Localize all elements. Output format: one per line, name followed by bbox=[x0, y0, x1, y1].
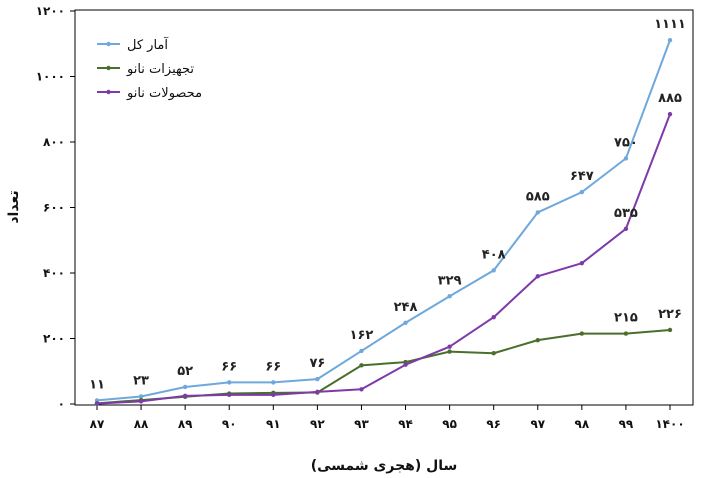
x-tick-label: ۱۴۰۰ bbox=[655, 417, 684, 431]
data-label: ۱۱۱۱ bbox=[654, 17, 686, 32]
legend-marker bbox=[106, 65, 111, 71]
x-tick-label: ۸۷ bbox=[90, 417, 105, 431]
y-axis: ۰ ۲۰۰ ۴۰۰ ۶۰۰ ۸۰۰ ۱۰۰۰ ۱۲۰۰ bbox=[36, 4, 75, 411]
data-point bbox=[227, 392, 232, 398]
data-point bbox=[138, 399, 144, 404]
data-label: ۵۳۵ bbox=[614, 206, 638, 221]
legend-marker bbox=[106, 41, 111, 47]
data-point bbox=[623, 226, 629, 231]
data-point bbox=[403, 320, 408, 325]
data-point bbox=[491, 268, 496, 273]
data-point bbox=[667, 111, 673, 117]
data-label: ۷۵۰ bbox=[614, 135, 638, 150]
x-tick-label: ۹۱ bbox=[266, 417, 281, 431]
x-tick-label: ۹۲ bbox=[310, 417, 325, 431]
data-point bbox=[667, 327, 673, 333]
data-label: ۷۶ bbox=[309, 356, 325, 371]
data-point bbox=[579, 331, 585, 336]
series-2 bbox=[94, 111, 673, 406]
x-tick-label: ۹۳ bbox=[354, 417, 369, 431]
x-tick-label: ۹۹ bbox=[619, 417, 634, 431]
data-point bbox=[491, 315, 496, 320]
series-layer bbox=[94, 37, 673, 406]
x-tick-label: ۸۹ bbox=[178, 417, 193, 431]
data-labels: ۱۱ ۲۳ ۵۲ ۶۶ ۶۶ ۷۶ ۱۶۲ ۲۴۸ ۳۲۹ ۴۰۸ ۵۸۵ ۶۴۷ ۷۵۰ ۱۱۱۱ ۵۳۵… bbox=[89, 17, 686, 392]
data-point bbox=[491, 351, 496, 356]
data-label: ۲۳ bbox=[133, 373, 149, 388]
data-point bbox=[623, 156, 629, 161]
y-tick-label: ۸۰۰ bbox=[43, 135, 65, 149]
data-label: ۵۸۵ bbox=[526, 189, 550, 204]
data-label: ۶۴۷ bbox=[570, 169, 594, 184]
y-tick-label: ۲۰۰ bbox=[43, 332, 65, 346]
data-point bbox=[447, 344, 452, 349]
x-tick-label: ۸۸ bbox=[134, 417, 149, 431]
legend: آمار کل تجهیزات نانو محصولات نانو bbox=[97, 36, 202, 101]
series-line bbox=[96, 39, 671, 402]
data-point bbox=[271, 380, 276, 385]
legend-label: آمار کل bbox=[127, 36, 169, 53]
x-tick-label: ۹۷ bbox=[530, 417, 545, 431]
data-point bbox=[623, 331, 629, 336]
y-tick-label: ۶۰۰ bbox=[43, 201, 65, 215]
y-axis-title: تعداد bbox=[6, 190, 22, 223]
data-point bbox=[579, 260, 585, 266]
data-point bbox=[403, 362, 408, 367]
data-point bbox=[359, 363, 364, 368]
data-label: ۶۶ bbox=[221, 359, 237, 374]
y-tick-label: ۴۰۰ bbox=[43, 266, 65, 280]
data-point bbox=[359, 348, 364, 354]
data-label: ۶۶ bbox=[265, 359, 281, 374]
x-tick-label: ۹۴ bbox=[398, 417, 413, 431]
x-axis: ۸۷ ۸۸ ۸۹ ۹۰ ۹۱ ۹۲ ۹۳ ۹۴ ۹۵ ۹۶ ۹۷ ۹۸ ۹۹ ۱۴۰۰ bbox=[90, 405, 685, 431]
data-label: ۸۸۵ bbox=[658, 91, 682, 106]
data-point bbox=[447, 349, 452, 354]
data-label: ۲۱۵ bbox=[614, 311, 638, 326]
data-point bbox=[182, 384, 188, 390]
data-point bbox=[535, 337, 540, 343]
data-point bbox=[667, 37, 673, 43]
x-axis-title: سال (هجری شمسی) bbox=[311, 458, 458, 474]
data-point bbox=[535, 274, 540, 279]
data-label: ۳۲۹ bbox=[438, 273, 462, 288]
y-tick-label: ۱۲۰۰ bbox=[36, 4, 65, 18]
x-tick-label: ۹۰ bbox=[222, 417, 237, 431]
data-point bbox=[359, 387, 364, 392]
data-point bbox=[138, 394, 144, 399]
data-point bbox=[315, 389, 320, 395]
legend-label: محصولات نانو bbox=[126, 86, 202, 101]
data-label: ۲۴۸ bbox=[394, 300, 418, 315]
data-label: ۱۱ bbox=[89, 377, 105, 392]
data-point bbox=[315, 376, 320, 382]
x-tick-label: ۹۶ bbox=[486, 417, 501, 431]
data-label: ۱۶۲ bbox=[350, 328, 374, 343]
data-point bbox=[227, 380, 232, 385]
legend-label: تجهیزات نانو bbox=[126, 62, 194, 77]
data-point bbox=[182, 393, 188, 399]
x-tick-label: ۹۸ bbox=[575, 417, 590, 431]
data-point bbox=[94, 401, 100, 406]
legend-marker bbox=[106, 89, 111, 95]
series-line bbox=[96, 113, 671, 405]
y-tick-label: ۰ bbox=[58, 397, 65, 411]
data-point bbox=[535, 210, 540, 215]
data-label: ۴۰۸ bbox=[482, 247, 506, 262]
x-tick-label: ۹۵ bbox=[442, 417, 457, 431]
data-point bbox=[579, 189, 585, 195]
y-tick-label: ۱۰۰۰ bbox=[36, 70, 65, 84]
data-label: ۵۲ bbox=[177, 364, 193, 379]
data-point bbox=[271, 392, 276, 398]
data-point bbox=[447, 294, 452, 299]
data-label: ۲۲۶ bbox=[658, 307, 682, 322]
